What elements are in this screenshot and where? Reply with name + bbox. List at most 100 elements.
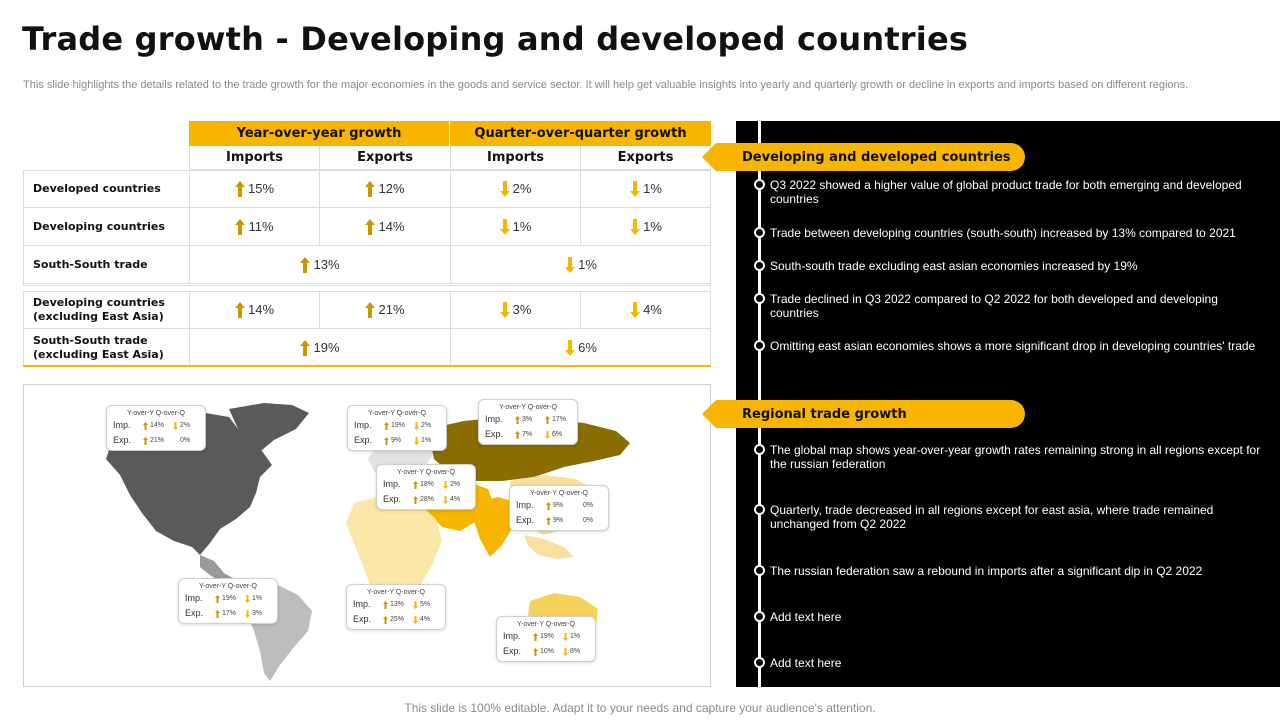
table-cell: 2% [450,170,580,207]
arrow-up-icon [515,416,520,424]
table-cell: 1% [580,208,711,245]
callout-imp-label: Imp. [383,479,401,489]
timeline-dot [754,657,765,668]
insight-text: Add text here [770,610,842,624]
callout-header: Y-over-Y Q-over-Q [367,589,425,596]
callout-exp-value: 4% [450,496,461,503]
callout-exp-value: 0% [583,517,594,524]
row-label-text: Developing countries [33,219,165,233]
subheader-yoy-exports: Exports [319,146,450,170]
footer-note: This slide is 100% editable. Adapt it to… [404,701,876,715]
callout-imp-label: Imp. [353,599,371,609]
callout-imp-value: 1% [570,633,581,640]
insight-text: The global map shows year-over-year grow… [770,443,1261,471]
timeline-dot [754,611,765,622]
insight-text: Add text here [770,656,842,670]
callout-exp-value: 10% [540,648,555,655]
arrow-down-icon [413,616,418,624]
map-callout-africa: Y-over-Y Q-over-Q Imp. 13% 5% Exp. 25% 4% [346,584,446,630]
callout-header: Y-over-Y Q-over-Q [127,410,185,417]
cell-value: 15% [247,181,275,196]
callout-exp-value: 21% [150,437,165,444]
table-cell: 6% [450,329,711,366]
table-cell: 15% [189,170,319,207]
insight-text: Trade between developing countries (sout… [770,226,1236,240]
arrow-up-icon [383,616,388,624]
arrow-up-icon [234,301,245,318]
section-regional-trade-title: Regional trade growth [742,406,907,422]
callout-header: Y-over-Y Q-over-Q [368,410,426,417]
arrow-up-icon [533,648,538,656]
insight-text: Omitting east asian economies shows a mo… [770,339,1256,353]
arrow-down-icon [565,256,576,273]
table-row: South-South trade 13% 1% [23,246,711,284]
cell-value: 12% [378,181,405,196]
callout-exp-value: 3% [252,610,263,617]
insight-text: Trade declined in Q3 2022 compared to Q2… [770,292,1218,320]
row-label-text: South-South trade [33,257,148,271]
table-cell: 21% [319,291,450,328]
row-label-subtext: (excluding East Asia) [33,309,164,323]
table-row: Developed countries 15% 12% 2% 1% [23,170,711,208]
cell-value: 1% [643,181,662,196]
callout-imp-label: Imp. [503,631,521,641]
timeline-dot [754,227,765,238]
insight-text: Q3 2022 showed a higher value of global … [770,178,1242,206]
cell-value: 3% [512,302,532,317]
map-callout-europe: Y-over-Y Q-over-Q Imp. 19% 2% Exp. 9% 1% [347,405,447,451]
arrow-up-icon [365,218,376,235]
map-callout-oceania: Y-over-Y Q-over-Q Imp. 19% 1% Exp. 10% 8% [496,616,596,662]
timeline-dot [754,340,765,351]
row-label: Developing countries (excluding East Asia… [33,291,165,328]
arrow-down-icon [499,301,510,318]
callout-imp-value: 14% [150,422,165,429]
callout-imp-value: 2% [450,481,461,488]
table-cell: 12% [319,170,450,207]
arrow-up-icon [384,422,389,430]
callout-exp-label: Exp. [185,608,204,618]
cell-value: 1% [643,219,662,234]
callout-imp-label: Imp. [354,420,372,430]
callout-exp-value: 28% [420,496,435,503]
arrow-up-icon [300,256,311,273]
table-group-2-border [23,291,711,367]
callout-exp-value: 0% [180,437,191,444]
timeline-dot [754,504,765,515]
callout-header: Y-over-Y Q-over-Q [499,404,557,411]
callout-header: Y-over-Y Q-over-Q [397,469,455,476]
cell-value: 6% [578,340,597,355]
callout-exp-value: 8% [570,648,581,655]
callout-exp-label: Exp. [503,646,522,656]
callout-exp-label: Exp. [113,435,132,445]
callout-imp-value: 18% [420,481,435,488]
arrow-down-icon [563,633,568,641]
cell-value: 2% [512,181,532,196]
callout-imp-label: Imp. [485,414,503,424]
insight-text: South-south trade excluding east asian e… [770,259,1138,273]
arrow-down-icon [173,422,178,430]
callout-exp-label: Exp. [354,435,373,445]
section-developing-developed: Developing and developed countries [702,143,1025,171]
arrow-down-icon [414,422,419,430]
map-callout-east-asia: Y-over-Y Q-over-Q Imp. 9% 0% Exp. 9% 0% [509,485,609,531]
callout-exp-value: 1% [421,437,432,444]
callout-exp-value: 4% [420,616,431,623]
header-qoq-growth: Quarter-over-quarter growth [450,121,711,146]
table-cell: 3% [450,291,580,328]
cell-value: 13% [313,257,340,272]
cell-value: 14% [247,302,275,317]
table-bottom-accent [23,365,711,367]
table-cell: 11% [189,208,319,245]
row-label-text: Developing countries [33,295,165,309]
callout-imp-value: 2% [180,422,191,429]
arrow-down-icon [414,437,419,445]
map-callout-south-america: Y-over-Y Q-over-Q Imp. 19% 1% Exp. 17% 3% [178,578,278,624]
callout-imp-label: Imp. [516,500,534,510]
arrow-down-icon [545,431,550,439]
table-row: Developing countries (excluding East Asia… [23,291,711,329]
section-regional-trade: Regional trade growth [702,400,1025,428]
callout-imp-value: 19% [540,633,555,640]
arrow-down-icon [413,601,418,609]
arrow-down-icon [443,481,448,489]
callout-imp-value: 9% [553,502,564,509]
